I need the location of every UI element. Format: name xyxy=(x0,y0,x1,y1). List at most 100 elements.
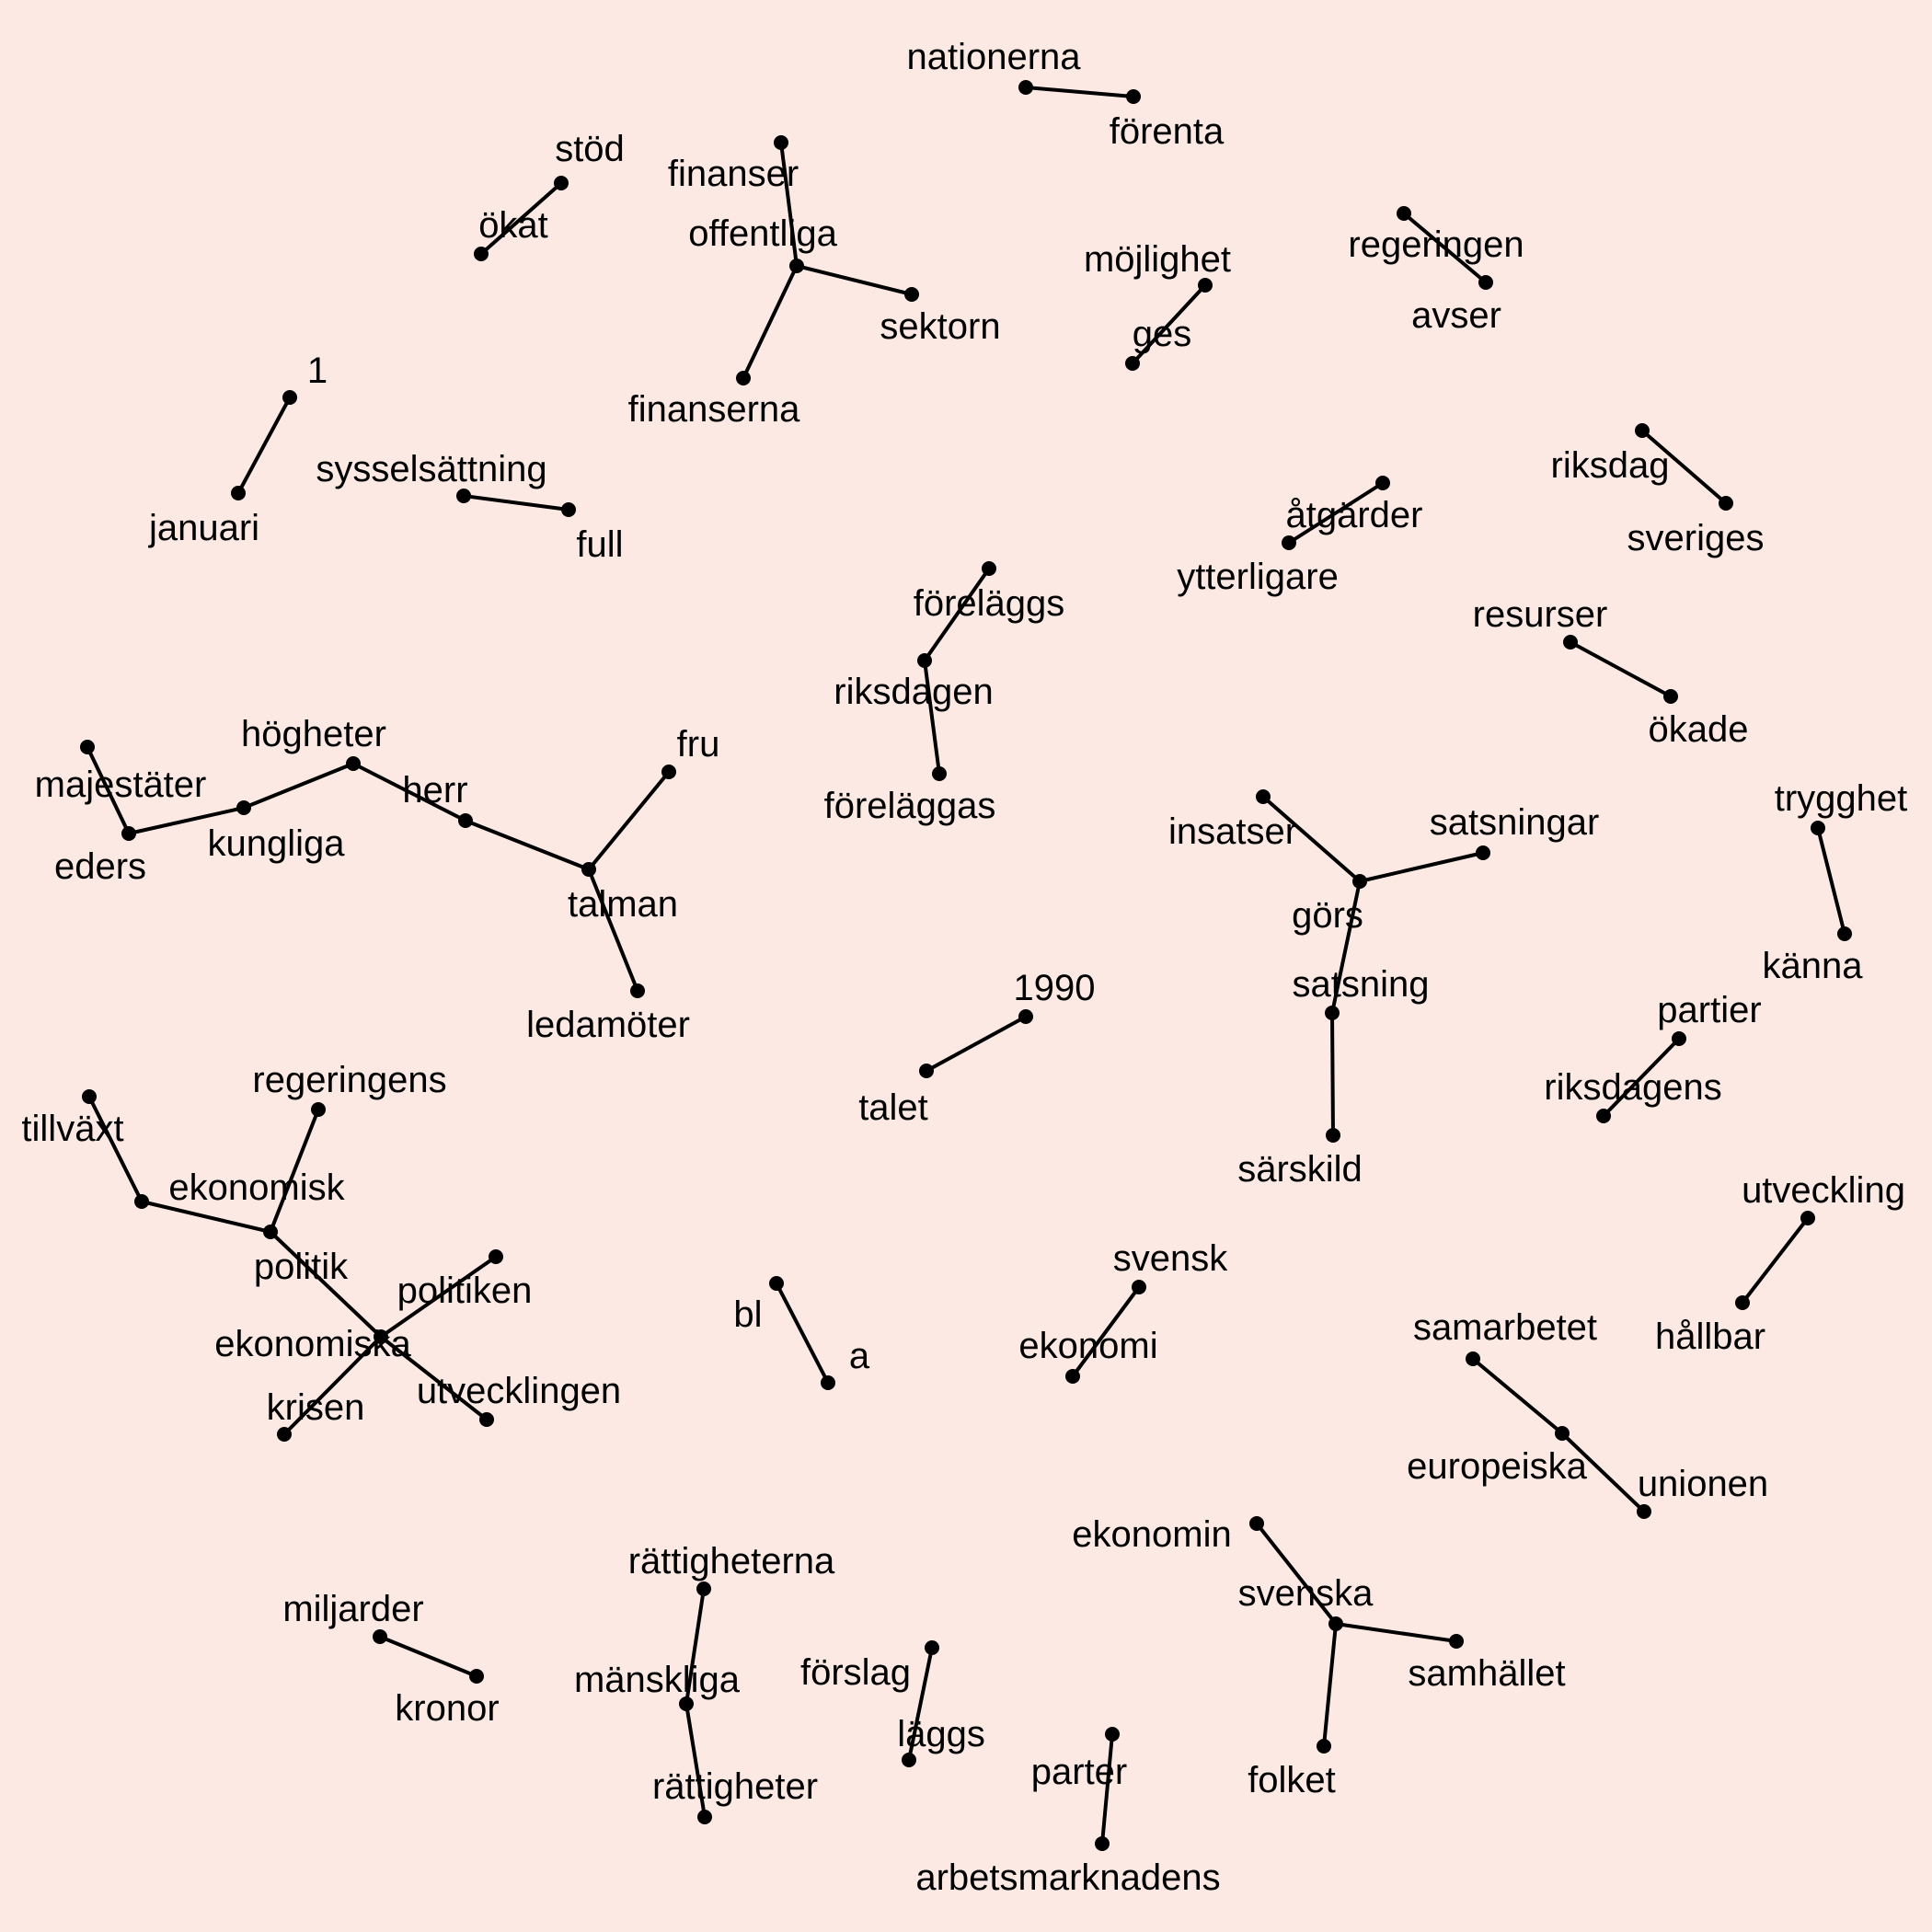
node-label-one: 1 xyxy=(307,351,328,391)
edge-sysselsattning-full xyxy=(462,494,570,512)
edge-ekonomin-svenska xyxy=(1255,1522,1338,1626)
node-label-rattigheterna: rättigheterna xyxy=(628,1541,835,1581)
node-one xyxy=(282,390,297,405)
node-satsningar xyxy=(1476,845,1490,860)
edge-samarbetet-europeiska xyxy=(1471,1357,1564,1435)
edge-atgarder-ytterligare xyxy=(1287,481,1385,545)
node-label-manskliga: mänskliga xyxy=(574,1660,741,1700)
node-label-svensk: svensk xyxy=(1113,1238,1228,1279)
node-label-fru: fru xyxy=(677,724,720,765)
node-utveckling xyxy=(1800,1211,1815,1225)
node-kanna xyxy=(1837,926,1852,941)
node-label-hogheter: högheter xyxy=(241,714,386,754)
edge-resurser-okade xyxy=(1569,640,1673,698)
node-europeiska xyxy=(1555,1426,1570,1441)
node-hogheter xyxy=(346,756,361,771)
edge-riksdagen-forelaggas xyxy=(923,659,941,776)
node-utvecklingen xyxy=(479,1412,494,1427)
edge-riksdag-sveriges xyxy=(1640,429,1728,505)
node-forelaggas xyxy=(932,766,947,781)
edge-fru-talman xyxy=(587,770,671,871)
edge-europeiska-unionen xyxy=(1560,1432,1646,1513)
node-label-regeringen: regeringen xyxy=(1348,224,1524,265)
edge-stod-okat xyxy=(479,181,563,256)
node-label-insatser: insatser xyxy=(1168,811,1297,852)
node-label-sarskild: särskild xyxy=(1237,1149,1363,1190)
edge-offentliga-finanserna xyxy=(742,264,799,380)
edge-satsning-sarskild xyxy=(1330,1011,1335,1137)
edge-y1990-talet xyxy=(925,1015,1028,1073)
edge-ekonomiska-krisen xyxy=(282,1335,383,1436)
node-label-ledamoter: ledamöter xyxy=(526,1005,690,1045)
edge-manskliga-rattigheter xyxy=(684,1702,707,1819)
node-label-rattigheter: rättigheter xyxy=(652,1766,818,1807)
node-label-finanser: finanser xyxy=(668,154,799,194)
node-label-a: a xyxy=(849,1336,870,1376)
node-label-herr: herr xyxy=(402,770,467,811)
node-nationerna xyxy=(1018,80,1033,95)
edge-mojlighet-ges xyxy=(1131,283,1207,365)
node-forelaggs xyxy=(982,561,996,576)
node-mojlighet xyxy=(1198,278,1213,293)
edge-tillvaxt-ekonomisk xyxy=(87,1095,144,1203)
node-satsning xyxy=(1325,1006,1340,1020)
node-talet xyxy=(919,1064,934,1078)
node-label-majestater: majestäter xyxy=(35,765,207,805)
node-label-sveriges: sveriges xyxy=(1627,518,1765,558)
node-label-europeiska: europeiska xyxy=(1407,1446,1587,1487)
node-samarbetet xyxy=(1466,1351,1480,1366)
node-majestater xyxy=(80,740,95,754)
node-label-forelaggas: föreläggas xyxy=(824,786,996,826)
edge-parter-arbetsmarknadens xyxy=(1100,1732,1114,1846)
node-layer xyxy=(80,80,1852,1851)
node-fru xyxy=(661,765,676,779)
edge-layer xyxy=(86,86,1846,1846)
node-label-okat: ökat xyxy=(478,205,548,246)
node-trygghet xyxy=(1811,821,1825,835)
node-label-offentliga: offentliga xyxy=(688,213,837,254)
node-label-kronor: kronor xyxy=(395,1688,499,1729)
node-label-nationerna: nationerna xyxy=(906,37,1081,77)
node-ekonomiska xyxy=(374,1329,388,1344)
edge-gors-satsning xyxy=(1330,880,1362,1015)
node-label-gors: görs xyxy=(1292,895,1363,936)
edge-one-januari xyxy=(236,396,292,495)
edge-politiken-ekonomiska xyxy=(379,1255,498,1339)
node-herr xyxy=(458,813,473,828)
node-label-januari: januari xyxy=(148,508,259,548)
node-avser xyxy=(1478,275,1493,290)
node-offentliga xyxy=(789,259,804,273)
edge-ekonomisk-politik xyxy=(140,1200,272,1234)
node-full xyxy=(561,502,576,517)
node-label-satsning: satsning xyxy=(1293,964,1430,1005)
edge-trygghet-kanna xyxy=(1816,826,1846,936)
node-svenska xyxy=(1328,1616,1343,1631)
edge-bl-a xyxy=(775,1282,830,1385)
node-tillvaxt xyxy=(82,1089,97,1104)
node-rattigheter xyxy=(697,1810,712,1824)
node-gors xyxy=(1352,874,1367,889)
edge-eders-kungliga xyxy=(127,806,246,835)
node-label-regeringens: regeringens xyxy=(252,1060,446,1100)
node-label-ges: ges xyxy=(1133,314,1192,354)
node-sysselsattning xyxy=(456,489,471,503)
node-label-arbetsmarknadens: arbetsmarknadens xyxy=(915,1857,1220,1898)
node-label-ekonomi: ekonomi xyxy=(1018,1326,1157,1366)
node-resurser xyxy=(1563,635,1578,650)
node-kronor xyxy=(469,1669,484,1684)
edge-partier-riksdagens xyxy=(1602,1037,1681,1118)
node-label-trygghet: trygghet xyxy=(1775,778,1908,819)
node-ges xyxy=(1125,356,1140,371)
node-label-sysselsattning: sysselsättning xyxy=(316,449,546,489)
node-finanser xyxy=(774,135,788,150)
node-eders xyxy=(121,826,136,841)
node-label-okade: ökade xyxy=(1649,709,1749,750)
edge-svensk-ekonomi xyxy=(1071,1285,1141,1378)
node-sveriges xyxy=(1719,496,1733,511)
node-label-satsningar: satsningar xyxy=(1430,802,1600,843)
node-ekonomi xyxy=(1065,1369,1080,1384)
node-label-ekonomisk: ekonomisk xyxy=(168,1167,345,1208)
node-label-stod: stöd xyxy=(555,129,625,169)
edge-miljarder-kronor xyxy=(378,1635,478,1678)
